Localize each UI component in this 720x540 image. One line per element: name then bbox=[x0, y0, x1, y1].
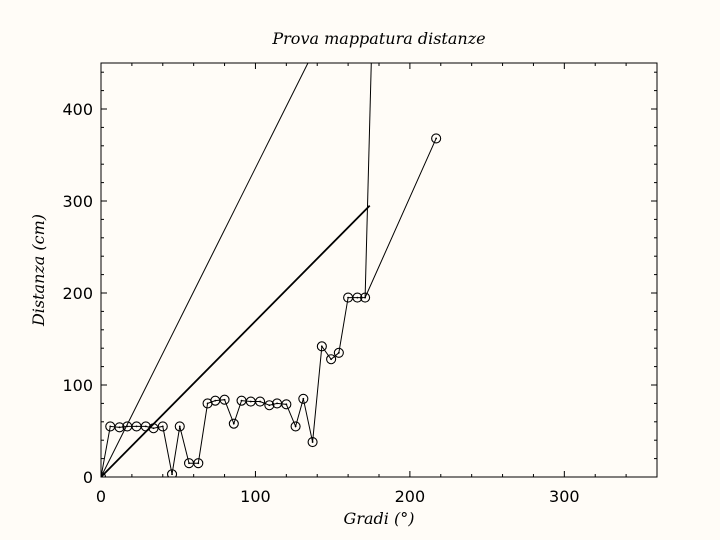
y-tick-label: 300 bbox=[62, 192, 93, 211]
data-point bbox=[307, 436, 318, 448]
data-point bbox=[148, 423, 159, 434]
data-point bbox=[193, 458, 204, 469]
data-point-center bbox=[188, 462, 190, 465]
data-point-center bbox=[330, 358, 333, 361]
plot-frame bbox=[100, 62, 658, 478]
data-point-center bbox=[232, 422, 235, 425]
data-point-center bbox=[109, 425, 112, 428]
data-point-center bbox=[171, 473, 173, 476]
data-point-center bbox=[126, 425, 129, 428]
data-point-center bbox=[206, 402, 209, 405]
data-point-center bbox=[276, 402, 278, 405]
x-tick-label: 300 bbox=[549, 487, 580, 506]
data-point bbox=[157, 421, 168, 432]
x-tick-label: 200 bbox=[395, 487, 426, 506]
plot-layer bbox=[101, 63, 442, 477]
x-tick-label: 0 bbox=[96, 487, 106, 506]
data-point bbox=[114, 422, 125, 433]
data-point bbox=[166, 469, 178, 477]
data-point-center bbox=[249, 400, 252, 403]
data-point-center bbox=[135, 425, 138, 428]
data-point-center bbox=[302, 397, 305, 400]
data-point-center bbox=[152, 427, 155, 430]
series-line-2 bbox=[364, 63, 372, 298]
data-point bbox=[174, 421, 185, 432]
data-point-center bbox=[161, 425, 164, 428]
data-point bbox=[140, 421, 151, 432]
data-point bbox=[352, 292, 363, 303]
x-axis-title: Gradi (°) bbox=[344, 509, 415, 528]
data-point bbox=[228, 418, 239, 429]
data-point bbox=[298, 393, 309, 404]
y-axis-title: Distanza (cm) bbox=[29, 214, 48, 327]
data-point-center bbox=[337, 351, 340, 354]
data-point-center bbox=[240, 399, 243, 402]
data-point-center bbox=[197, 462, 200, 465]
data-point bbox=[360, 292, 371, 303]
data-point bbox=[281, 399, 292, 410]
data-point-center bbox=[118, 426, 121, 429]
data-point bbox=[290, 421, 301, 432]
series-line-1 bbox=[101, 204, 371, 477]
data-point-center bbox=[320, 345, 323, 348]
chart-title: Prova mappatura distanze bbox=[271, 29, 485, 48]
data-point-center bbox=[223, 398, 226, 401]
ticks-layer: 0 100 200 300 0 100 200 300 400 bbox=[62, 63, 658, 506]
data-point-center bbox=[178, 425, 181, 428]
data-point bbox=[255, 396, 266, 407]
series-line-0 bbox=[101, 63, 309, 477]
y-tick-label: 100 bbox=[62, 376, 93, 395]
data-point-center bbox=[311, 441, 314, 443]
y-tick-label: 400 bbox=[62, 100, 93, 119]
y-tick-label: 0 bbox=[83, 468, 93, 487]
data-point-center bbox=[294, 425, 297, 428]
data-point-center bbox=[268, 404, 271, 407]
data-point-center bbox=[144, 425, 147, 428]
data-point-center bbox=[356, 296, 359, 299]
data-point-center bbox=[214, 399, 217, 402]
data-point bbox=[219, 394, 230, 405]
data-point-center bbox=[285, 403, 288, 406]
y-tick-label: 200 bbox=[62, 284, 93, 303]
data-point bbox=[333, 347, 344, 358]
data-point-center bbox=[364, 296, 366, 299]
data-point bbox=[316, 341, 327, 352]
data-point-center bbox=[435, 137, 438, 140]
data-point-center bbox=[259, 400, 261, 403]
data-point bbox=[431, 133, 442, 144]
data-point bbox=[326, 354, 337, 365]
series-line-3 bbox=[101, 138, 437, 477]
x-tick-label: 100 bbox=[240, 487, 271, 506]
data-point bbox=[264, 400, 275, 411]
data-point-center bbox=[347, 296, 350, 299]
